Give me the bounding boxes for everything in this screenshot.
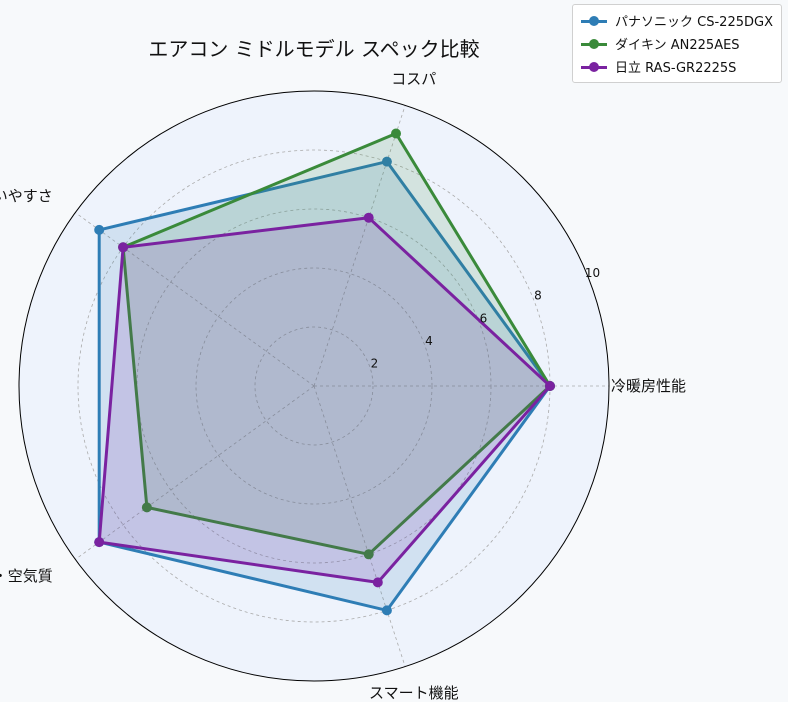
axis-label: コスパ [391,70,436,88]
legend-item: ダイキン AN225AES [581,32,773,55]
series-fill [99,161,550,611]
data-point [363,212,374,223]
radial-tick-label: 10 [585,266,600,280]
grid-spoke [313,105,406,387]
axis-label: スマート機能 [369,684,459,702]
series-layer [94,128,555,616]
radial-tick-label: 8 [534,289,542,303]
legend-swatch [581,38,608,50]
grid-spoke [75,385,315,560]
data-point [372,577,383,588]
chart-title: エアコン ミドルモデル スペック比較 [148,37,479,61]
axis-label: 清潔・空気質 [0,567,53,585]
data-point [141,502,152,513]
grid-spoke [313,385,406,667]
axis-label: 使いやすさ [0,187,53,205]
legend-swatch [581,61,608,73]
series-line [97,160,552,612]
axis-label: 冷暖房性能 [611,377,686,395]
legend-label: ダイキン AN225AES [615,38,740,53]
radial-tick-label: 6 [480,311,488,325]
data-point [94,537,105,548]
grid-spoke [75,212,315,387]
data-point [381,605,392,616]
outer-frame [18,90,610,682]
series-line [97,216,552,584]
grid-ring [195,267,433,505]
legend: パナソニック CS-225DGX ダイキン AN225AES 日立 RAS-GR… [572,4,782,83]
data-point [94,224,105,235]
grid-ring [254,326,374,446]
data-point [545,381,555,391]
data-point [363,549,374,560]
radial-tick-label: 2 [371,356,379,370]
legend-item: 日立 RAS-GR2225S [581,55,773,78]
data-point [391,128,401,139]
series-fill [99,217,550,583]
series-line [121,132,552,556]
data-point [118,242,129,253]
legend-label: パナソニック CS-225DGX [615,15,773,30]
legend-swatch [581,15,608,27]
data-point [381,156,392,167]
radial-tick-label: 4 [425,334,433,348]
legend-item: パナソニック CS-225DGX [581,9,773,32]
legend-label: 日立 RAS-GR2225S [615,61,737,76]
series-fill [123,133,550,555]
